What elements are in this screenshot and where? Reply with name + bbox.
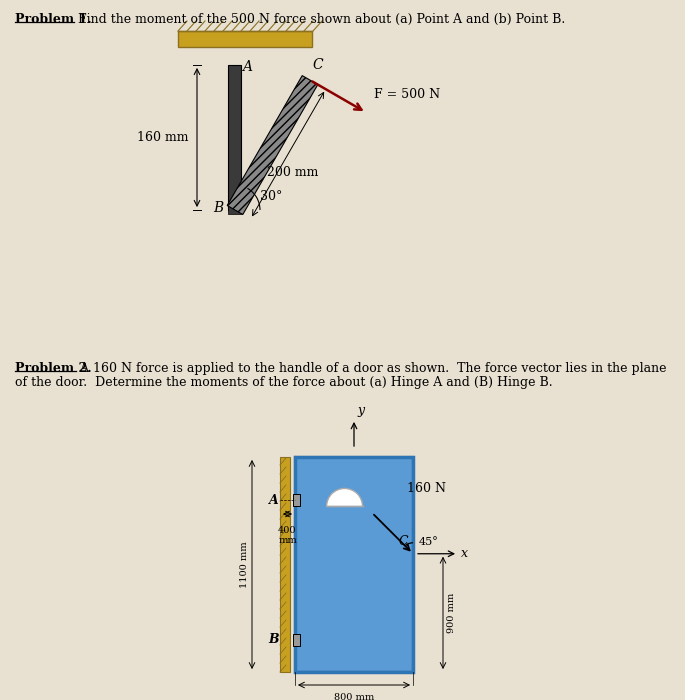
Text: B: B [213,201,223,215]
Text: y: y [357,404,364,417]
Text: 160 mm: 160 mm [138,131,189,144]
Text: A: A [242,60,252,74]
Text: 900 mm: 900 mm [447,593,456,633]
Text: B: B [269,634,279,646]
Text: of the door.  Determine the moments of the force about (a) Hinge A and (B) Hinge: of the door. Determine the moments of th… [15,376,553,389]
Text: Find the moment of the 500 N force shown about (a) Point A and (b) Point B.: Find the moment of the 500 N force shown… [74,13,565,26]
Text: A: A [269,494,279,507]
Bar [293,494,300,506]
Text: 45°: 45° [419,537,439,547]
Text: 160 N: 160 N [407,482,446,495]
Bar [228,206,242,214]
Text: Problem 1.: Problem 1. [15,13,92,26]
Text: 200 mm: 200 mm [267,166,319,179]
Bar [178,31,312,47]
Text: 800 mm: 800 mm [334,693,374,700]
Wedge shape [327,489,362,507]
Text: 400
mm: 400 mm [278,526,297,545]
Polygon shape [227,76,318,214]
Bar [280,457,290,672]
Text: Problem 2.: Problem 2. [15,362,92,375]
Text: 1100 mm: 1100 mm [240,541,249,588]
Bar [295,457,413,672]
Text: A 160 N force is applied to the handle of a door as shown.  The force vector lie: A 160 N force is applied to the handle o… [76,362,667,375]
Bar [295,457,413,672]
Text: F = 500 N: F = 500 N [374,88,440,101]
Bar [229,65,242,210]
Text: C: C [399,535,409,547]
Bar [293,634,300,645]
Text: 30°: 30° [260,190,282,203]
Text: x: x [461,547,468,560]
Text: C: C [312,58,323,72]
